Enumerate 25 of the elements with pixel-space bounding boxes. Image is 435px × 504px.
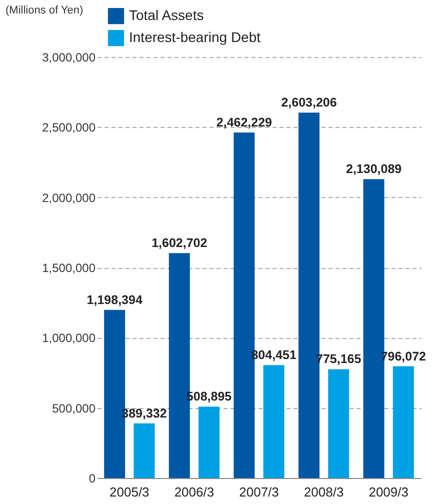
bar xyxy=(198,406,220,478)
data-label: 1,198,394 xyxy=(86,292,142,307)
x-tick-label: 2009/3 xyxy=(368,484,408,500)
data-label: 2,603,206 xyxy=(281,96,337,110)
y-tick-label: 3,000,000 xyxy=(42,50,96,64)
y-tick-label: 2,500,000 xyxy=(42,120,96,135)
bar xyxy=(328,369,350,478)
x-tick-label: 2006/3 xyxy=(174,484,214,500)
y-tick-label: 1,000,000 xyxy=(42,331,96,346)
x-tick-label: 2008/3 xyxy=(304,484,344,500)
y-axis-title: (Millions of Yen) xyxy=(6,4,84,16)
y-tick-label: 1,500,000 xyxy=(42,261,96,275)
x-tick-label: 2007/3 xyxy=(239,484,279,500)
legend-label: Total Assets xyxy=(129,7,204,23)
legend-label: Interest-bearing Debt xyxy=(129,29,261,45)
y-tick-label: 2,000,000 xyxy=(42,190,96,205)
data-label: 2,130,089 xyxy=(346,162,402,176)
bar xyxy=(263,365,284,478)
y-tick-label: 500,000 xyxy=(52,401,96,416)
bar xyxy=(392,366,414,478)
data-label: 1,602,702 xyxy=(152,236,208,250)
bar xyxy=(134,423,155,478)
y-tick-label: 0 xyxy=(88,472,96,486)
x-tick-label: 2005/3 xyxy=(110,484,150,500)
data-label: 2,462,229 xyxy=(216,115,272,130)
